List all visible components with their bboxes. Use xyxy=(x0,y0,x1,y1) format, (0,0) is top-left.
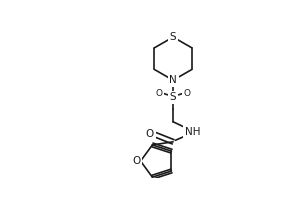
Text: N: N xyxy=(169,75,177,85)
Text: O: O xyxy=(184,89,190,98)
Text: S: S xyxy=(170,92,176,102)
Text: O: O xyxy=(146,129,154,139)
Text: S: S xyxy=(170,32,176,42)
Text: O: O xyxy=(133,156,141,166)
Text: NH: NH xyxy=(185,127,200,137)
Text: O: O xyxy=(156,89,163,98)
